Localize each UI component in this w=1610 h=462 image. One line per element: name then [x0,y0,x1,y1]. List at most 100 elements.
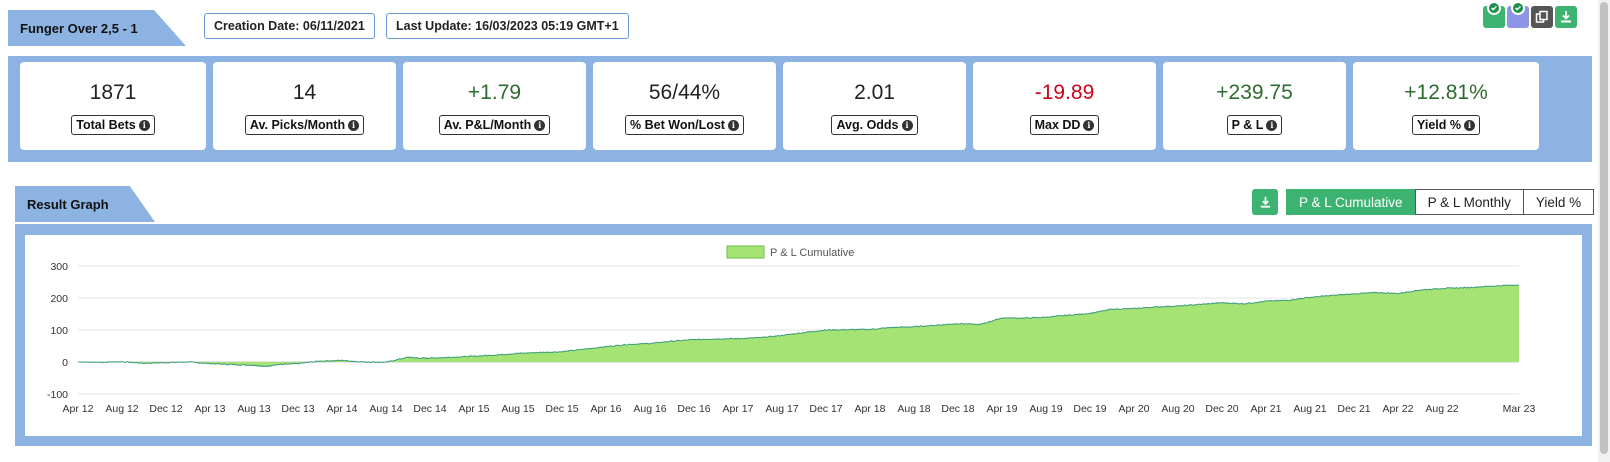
x-tick-label: Aug 13 [237,403,270,415]
stat-label-text: Max DD [1034,118,1081,132]
stat-card-av-picks: 14 Av. Picks/Month i [213,62,396,150]
pl-cumulative-line [78,284,1519,368]
stat-label-text: Av. P&L/Month [443,118,532,132]
x-tick-label: Aug 22 [1425,403,1458,415]
x-tick-label: Dec 19 [1073,403,1106,415]
stat-label[interactable]: Av. P&L/Month i [438,115,551,135]
x-tick-label: Dec 18 [941,403,974,415]
x-tick-label: Apr 14 [327,403,358,415]
legend-swatch [726,245,765,259]
copy-button[interactable] [1531,6,1553,28]
stat-card-avg-odds: 2.01 Avg. Odds i [783,62,966,150]
last-update-badge: Last Update: 16/03/2023 05:19 GMT+1 [386,13,629,39]
strategy-actions [1483,1,1577,28]
stat-card-bet-won-lost: 56/44% % Bet Won/Lost i [593,62,776,150]
stat-label-text: Yield % [1417,118,1461,132]
result-graph-title: Result Graph [27,196,109,212]
tab-pl-monthly[interactable]: P & L Monthly [1414,189,1524,215]
stat-label[interactable]: Max DD i [1029,115,1100,135]
result-graph-tab: Result Graph [15,186,155,222]
unfollow-button[interactable] [1483,1,1505,28]
stat-value: 2.01 [854,81,895,104]
check-icon [1511,1,1525,15]
stat-label-text: % Bet Won/Lost [630,118,725,132]
stat-label-text: Avg. Odds [836,118,899,132]
x-tick-label: Apr 21 [1251,403,1282,415]
scrollbar[interactable] [1598,0,1610,462]
graph-band: -100 0 100 200 300 Apr 12 Aug 12 Dec 12 Apr 13 Au… [15,224,1592,446]
x-tick-label: Aug 14 [369,403,402,415]
x-tick-label: Apr 20 [1119,403,1150,415]
stat-label[interactable]: Total Bets i [71,115,155,135]
x-tick-label: Dec 20 [1205,403,1238,415]
stat-label[interactable]: Yield % i [1412,115,1480,135]
info-icon: i [1083,119,1095,131]
stat-label-text: Total Bets [76,118,136,132]
info-icon: i [138,119,150,131]
graph-mode-toggle: P & L Cumulative P & L Monthly Yield % [1286,189,1595,215]
follow-button[interactable] [1507,1,1529,28]
x-tick-label: Aug 16 [633,403,666,415]
stat-label[interactable]: Avg. Odds i [831,115,918,135]
info-icon: i [1464,119,1475,131]
x-tick-label: Dec 14 [413,403,446,415]
copy-icon [1535,10,1548,23]
stat-value: 1871 [89,81,137,104]
tab-yield[interactable]: Yield % [1522,189,1595,215]
stat-label-text: P & L [1231,118,1264,132]
pl-cumulative-area [78,285,1519,367]
x-tick-label: Apr 17 [723,403,754,415]
x-tick-label: Aug 17 [765,403,798,415]
download-graph-button[interactable] [1252,189,1278,215]
x-tick-label: Apr 18 [855,403,886,415]
x-tick-label: Dec 12 [149,403,182,415]
x-tick-label: Aug 20 [1161,403,1194,415]
stat-card-yield: +12.81% Yield % i [1353,62,1539,150]
tab-pl-cumulative[interactable]: P & L Cumulative [1286,189,1416,215]
stat-card-total-bets: 1871 Total Bets i [20,62,206,150]
stat-label[interactable]: Av. Picks/Month i [244,115,365,135]
x-tick-label: Aug 12 [105,403,138,415]
download-icon [1561,11,1571,23]
stat-value: +239.75 [1216,81,1293,104]
x-tick-label: Dec 17 [809,403,842,415]
y-tick-label: 100 [50,325,68,337]
info-icon: i [727,119,739,131]
x-tick-label: Aug 21 [1293,403,1326,415]
check-icon [1487,1,1501,15]
x-tick-label: Mar 23 [1503,403,1536,415]
x-tick-label: Apr 12 [63,403,94,415]
y-tick-label: 200 [50,293,68,305]
y-tick-label: -100 [47,389,68,401]
stat-label-text: Av. Picks/Month [249,118,346,132]
scroll-thumb[interactable] [1600,2,1608,454]
graph-card: -100 0 100 200 300 Apr 12 Aug 12 Dec 12 Apr 13 Au… [25,235,1582,436]
pl-cumulative-chart: -100 0 100 200 300 Apr 12 Aug 12 Dec 12 Apr 13 Au… [47,245,1536,415]
y-tick-label: 0 [62,357,68,369]
info-icon: i [348,119,360,131]
info-icon: i [534,119,546,131]
x-tick-label: Aug 18 [897,403,930,415]
stat-value: +12.81% [1404,81,1488,104]
stat-card-max-dd: -19.89 Max DD i [973,62,1156,150]
info-icon: i [901,119,913,131]
x-tick-label: Dec 16 [677,403,710,415]
x-tick-label: Aug 19 [1029,403,1062,415]
x-tick-label: Apr 16 [591,403,622,415]
y-tick-label: 300 [50,261,68,273]
stat-value: 14 [292,81,317,104]
x-tick-label: Apr 13 [195,403,226,415]
info-icon: i [1266,119,1278,131]
download-button[interactable] [1555,6,1577,28]
x-tick-label: Aug 15 [501,403,534,415]
stat-label[interactable]: % Bet Won/Lost i [625,115,744,135]
creation-date-badge: Creation Date: 06/11/2021 [204,13,375,39]
stat-value: +1.79 [467,81,522,104]
strategy-name-tab: Funger Over 2,5 - 1 [8,10,186,46]
x-tick-label: Dec 21 [1337,403,1370,415]
stats-band: 1871 Total Bets i 14 Av. Picks/Month i +1.… [8,56,1592,162]
stat-value: 56/44% [648,81,721,104]
legend-label: P & L Cumulative [770,247,854,259]
